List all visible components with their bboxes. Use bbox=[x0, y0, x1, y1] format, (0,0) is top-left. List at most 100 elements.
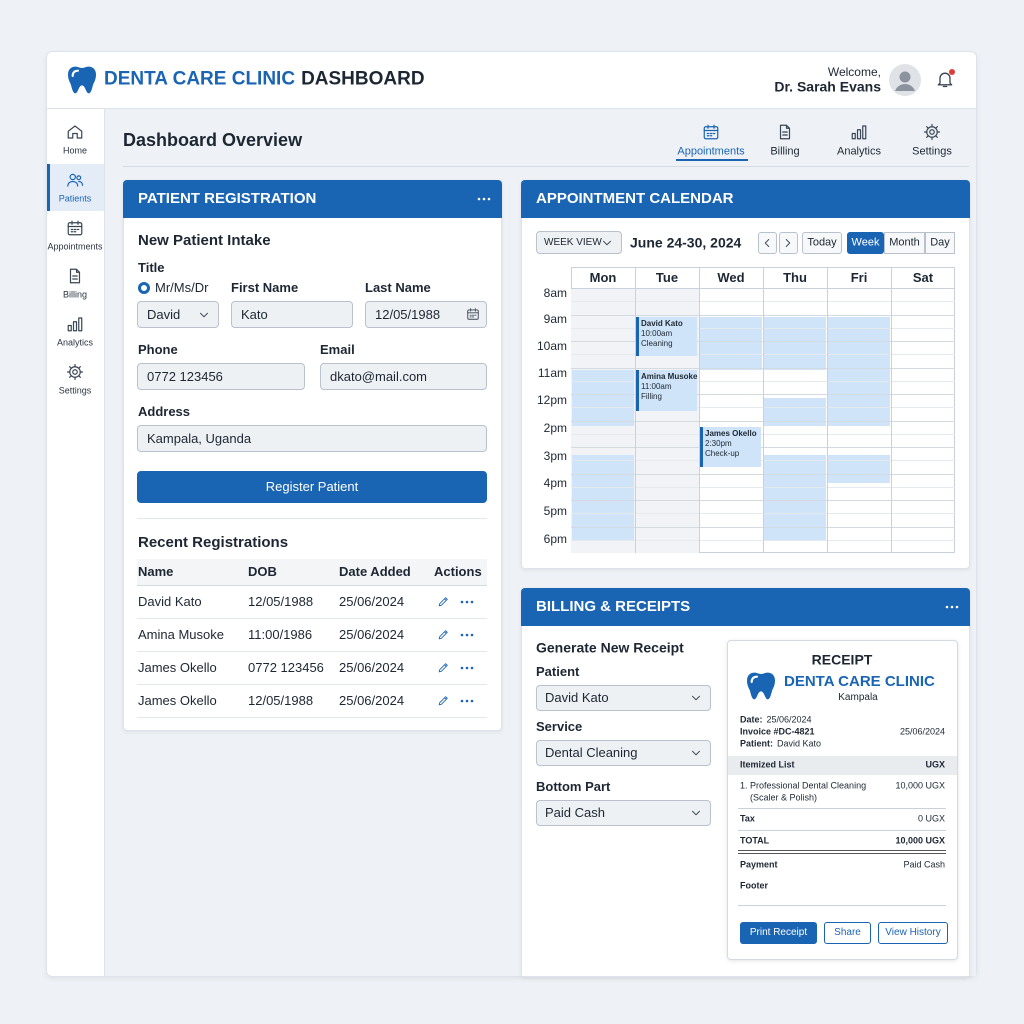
tab[interactable]: Analytics bbox=[836, 145, 882, 158]
icon-part bbox=[460, 666, 464, 670]
chevron bbox=[689, 691, 703, 705]
icon-part bbox=[78, 180, 84, 186]
edit-action[interactable] bbox=[437, 628, 450, 641]
button-label[interactable]: View History bbox=[885, 927, 941, 938]
receipt-title: RECEIPT bbox=[811, 651, 873, 668]
sidebar-item[interactable]: Patients bbox=[58, 193, 92, 204]
column-header: Actions bbox=[434, 564, 482, 580]
icon-part bbox=[945, 605, 959, 609]
button-label[interactable]: Month bbox=[889, 236, 920, 249]
more-menu[interactable] bbox=[460, 698, 474, 704]
tab-icon[interactable] bbox=[923, 123, 941, 141]
day-line bbox=[763, 267, 764, 553]
appointment[interactable] bbox=[636, 317, 697, 356]
view-mode[interactable] bbox=[925, 232, 955, 254]
today-button[interactable] bbox=[802, 232, 842, 254]
button-label[interactable]: Share bbox=[834, 927, 861, 938]
table-cell: Amina Musoke bbox=[138, 627, 224, 643]
edit-action[interactable] bbox=[437, 661, 450, 674]
item-detail: (Scaler & Polish) bbox=[750, 792, 818, 803]
receipt-button[interactable] bbox=[824, 922, 871, 944]
edit-action[interactable] bbox=[437, 595, 450, 608]
more-menu[interactable] bbox=[460, 665, 474, 671]
select[interactable] bbox=[536, 800, 711, 826]
icon-part bbox=[785, 239, 791, 247]
sidebar-icon[interactable] bbox=[66, 363, 84, 381]
sidebar-icon[interactable] bbox=[66, 219, 84, 237]
tab-icon[interactable] bbox=[850, 123, 868, 141]
appointment-time: 10:00am bbox=[641, 329, 673, 339]
icon-part bbox=[889, 64, 921, 96]
more-menu[interactable] bbox=[945, 604, 959, 610]
phone-input[interactable] bbox=[137, 363, 305, 390]
avatar[interactable] bbox=[889, 64, 921, 96]
receipt-button[interactable] bbox=[878, 922, 948, 944]
icon-part bbox=[603, 240, 611, 245]
sidebar-icon[interactable] bbox=[66, 267, 84, 285]
more-menu[interactable] bbox=[460, 599, 474, 605]
button-label[interactable]: Week bbox=[851, 236, 880, 249]
sidebar-item[interactable]: Settings bbox=[58, 385, 92, 396]
address-input[interactable] bbox=[137, 425, 487, 452]
appointment[interactable] bbox=[700, 427, 761, 467]
receipt-button[interactable] bbox=[740, 922, 817, 944]
last-name-input[interactable] bbox=[365, 301, 487, 328]
view-select[interactable] bbox=[536, 231, 622, 254]
sidebar-icon[interactable] bbox=[66, 315, 84, 333]
receipt-city: Kampala bbox=[838, 692, 878, 703]
radio[interactable] bbox=[138, 282, 150, 294]
tab[interactable]: Appointments bbox=[677, 145, 745, 158]
register-button[interactable] bbox=[137, 471, 487, 503]
icon-part bbox=[67, 173, 84, 187]
brand: DENTA CARE CLINIC DASHBOARD bbox=[104, 69, 425, 92]
view-mode[interactable] bbox=[884, 232, 925, 254]
notifications[interactable] bbox=[935, 69, 955, 89]
more-menu[interactable] bbox=[477, 196, 491, 202]
select[interactable] bbox=[536, 740, 711, 766]
sidebar-item[interactable]: Home bbox=[62, 145, 88, 156]
tab[interactable]: Billing bbox=[770, 145, 800, 158]
first-name-input[interactable] bbox=[231, 301, 353, 328]
prev-button[interactable] bbox=[758, 232, 777, 254]
field-label: Bottom Part bbox=[536, 779, 611, 795]
icon-part bbox=[764, 239, 770, 247]
item-amount: 10,000 UGX bbox=[895, 780, 945, 791]
sidebar-icon[interactable] bbox=[66, 123, 84, 141]
field-label: Address bbox=[138, 404, 191, 420]
section-title: New Patient Intake bbox=[138, 232, 271, 249]
icon-part bbox=[460, 600, 474, 604]
button-label[interactable]: Today bbox=[807, 236, 837, 249]
button-label[interactable]: Register Patient bbox=[265, 479, 359, 495]
icon-part bbox=[66, 363, 84, 381]
next-button[interactable] bbox=[779, 232, 798, 254]
table-header bbox=[137, 559, 487, 586]
field-label: Patient bbox=[536, 664, 580, 680]
day-header: Mon bbox=[589, 270, 617, 286]
sidebar-item[interactable]: Billing bbox=[62, 289, 88, 300]
day-header: Fri bbox=[850, 270, 868, 286]
column-header: Date Added bbox=[339, 564, 411, 580]
button-label[interactable]: Day bbox=[930, 236, 950, 249]
icon-part bbox=[72, 369, 78, 375]
icon-part bbox=[477, 197, 491, 201]
sidebar-item[interactable]: Appointments bbox=[47, 241, 103, 252]
tab-icon[interactable] bbox=[702, 123, 720, 141]
sidebar-item[interactable]: Analytics bbox=[56, 337, 94, 348]
select[interactable] bbox=[536, 685, 711, 711]
tab[interactable]: Settings bbox=[912, 145, 952, 158]
appointment-name: Amina Musoke bbox=[641, 372, 698, 382]
icon-part bbox=[750, 675, 759, 684]
tab-icon[interactable] bbox=[776, 123, 794, 141]
page-title: Dashboard Overview bbox=[123, 130, 303, 151]
more-menu[interactable] bbox=[460, 632, 474, 638]
sidebar-icon[interactable] bbox=[66, 171, 84, 189]
button-label[interactable]: Print Receipt bbox=[749, 927, 808, 938]
chevron bbox=[689, 806, 703, 820]
brand-suffix: DASHBOARD bbox=[301, 68, 425, 90]
busy-slot bbox=[828, 455, 890, 483]
appointment[interactable] bbox=[636, 370, 697, 411]
view-mode[interactable] bbox=[847, 232, 884, 254]
edit-action[interactable] bbox=[437, 694, 450, 707]
email-input[interactable] bbox=[320, 363, 487, 390]
